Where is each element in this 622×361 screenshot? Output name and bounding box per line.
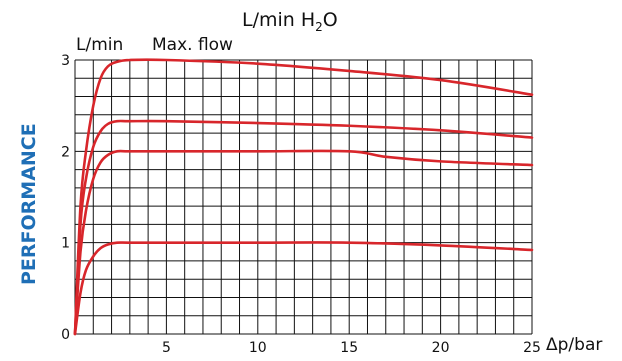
x-tick-label: 25 [523, 340, 541, 356]
flow-curve-4 [73, 58, 534, 336]
performance-side-label: PERFORMANCE [12, 0, 42, 356]
y-tick-label: 2 [61, 144, 70, 160]
max-flow-annotation: Max. flow [152, 35, 233, 55]
y-axis-label: L/min [76, 35, 123, 55]
flow-curve-2 [73, 149, 534, 336]
flow-curve-3 [73, 119, 534, 336]
y-tick-label: 1 [61, 236, 70, 252]
x-tick-label: 20 [432, 340, 450, 356]
chart-title-subscript: 2 [315, 20, 323, 34]
y-tick-label: 3 [61, 53, 70, 69]
x-tick-label: 5 [162, 340, 171, 356]
chart-curves [73, 58, 534, 336]
x-axis-label: Δp/bar [546, 335, 602, 355]
chart-grid [74, 59, 533, 335]
flow-curve-1 [73, 241, 534, 336]
chart-title-tail: O [323, 9, 338, 31]
chart-title: L/min H2O [242, 9, 338, 34]
performance-side-label-svg: PERFORMANCE [18, 123, 40, 285]
x-tick-label: 15 [340, 340, 358, 356]
x-tick-label: 10 [249, 340, 267, 356]
performance-label-text: PERFORMANCE [18, 123, 40, 285]
y-tick-label: 0 [61, 327, 70, 343]
chart-ticks: 5 10 15 20 25 0 1 2 3 [61, 53, 541, 356]
